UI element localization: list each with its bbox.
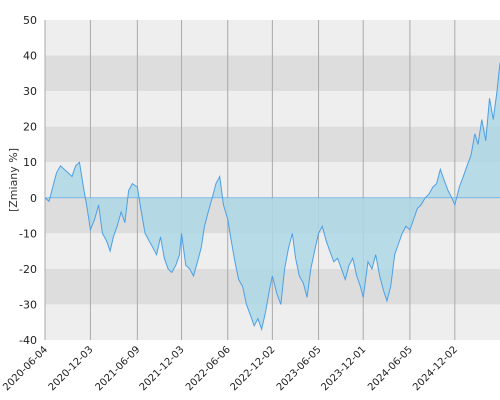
y-tick-label: -40	[19, 334, 37, 347]
y-axis-label: [Zmiany %]	[7, 148, 20, 212]
x-tick-label: 2020-06-04	[1, 344, 50, 393]
y-tick-label: 0	[30, 192, 37, 205]
y-tick-label: -30	[19, 298, 37, 311]
x-tick-label: 2022-06-06	[184, 344, 233, 393]
y-tick-label: 40	[23, 50, 37, 63]
x-tick-label: 2021-12-03	[138, 344, 187, 393]
x-tick-label: 2020-12-03	[47, 344, 96, 393]
y-tick-label: 10	[23, 156, 37, 169]
x-tick-label: 2024-12-02	[411, 344, 460, 393]
x-tick-label: 2024-06-05	[366, 344, 415, 393]
y-tick-label: 20	[23, 121, 37, 134]
y-tick-label: 50	[23, 14, 37, 27]
y-tick-label: 30	[23, 85, 37, 98]
x-tick-label: 2021-06-09	[94, 344, 143, 393]
x-tick-label: 2023-06-05	[275, 344, 324, 393]
y-axis-ticks: 50 40 30 20 10 0 -10 -20 -30 -40	[19, 14, 37, 347]
y-tick-label: -10	[19, 227, 37, 240]
area-fill	[45, 62, 500, 330]
x-axis-ticks: 2020-06-042020-12-032021-06-092021-12-03…	[1, 344, 460, 393]
y-tick-label: -20	[19, 263, 37, 276]
x-tick-label: 2023-12-01	[319, 344, 368, 393]
x-tick-label: 2022-12-02	[229, 344, 278, 393]
